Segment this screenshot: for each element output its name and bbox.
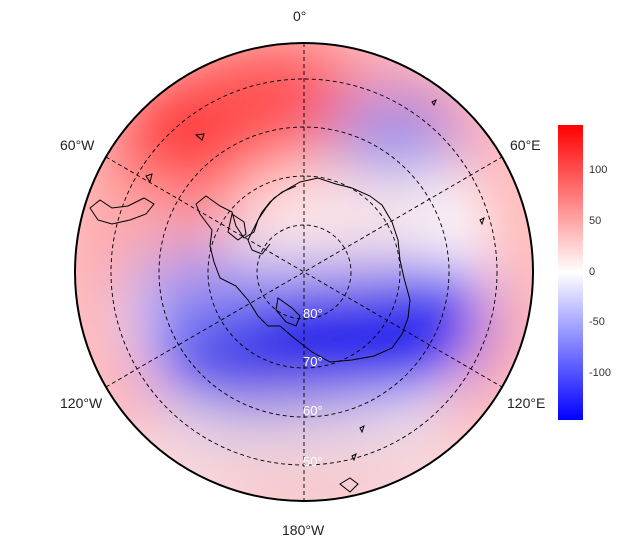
colorbar-tick: -50 [589,316,605,329]
lat-label-60: 60° [303,403,323,418]
colorbar [558,125,583,420]
map-border [74,42,534,502]
coastline [89,98,485,493]
lon-label-60e: 60°E [510,137,541,153]
colorbar-tick: 0 [589,265,596,278]
lon-label-0: 0° [293,8,307,24]
colorbar-tick: -100 [589,367,612,380]
lat-label-50: 50° [303,454,323,469]
anomaly-field [75,43,533,501]
lon-label-60w: 60°W [60,137,95,153]
lon-label-120w: 120°W [60,395,103,411]
lon-label-120e: 120°E [507,395,546,411]
lat-label-80: 80° [303,306,323,321]
colorbar-tick: 50 [589,214,602,227]
colorbar-tick: 100 [589,163,608,176]
lat-label-70: 70° [303,354,323,369]
lon-label-180w: 180°W [282,522,325,538]
graticule [105,43,503,501]
